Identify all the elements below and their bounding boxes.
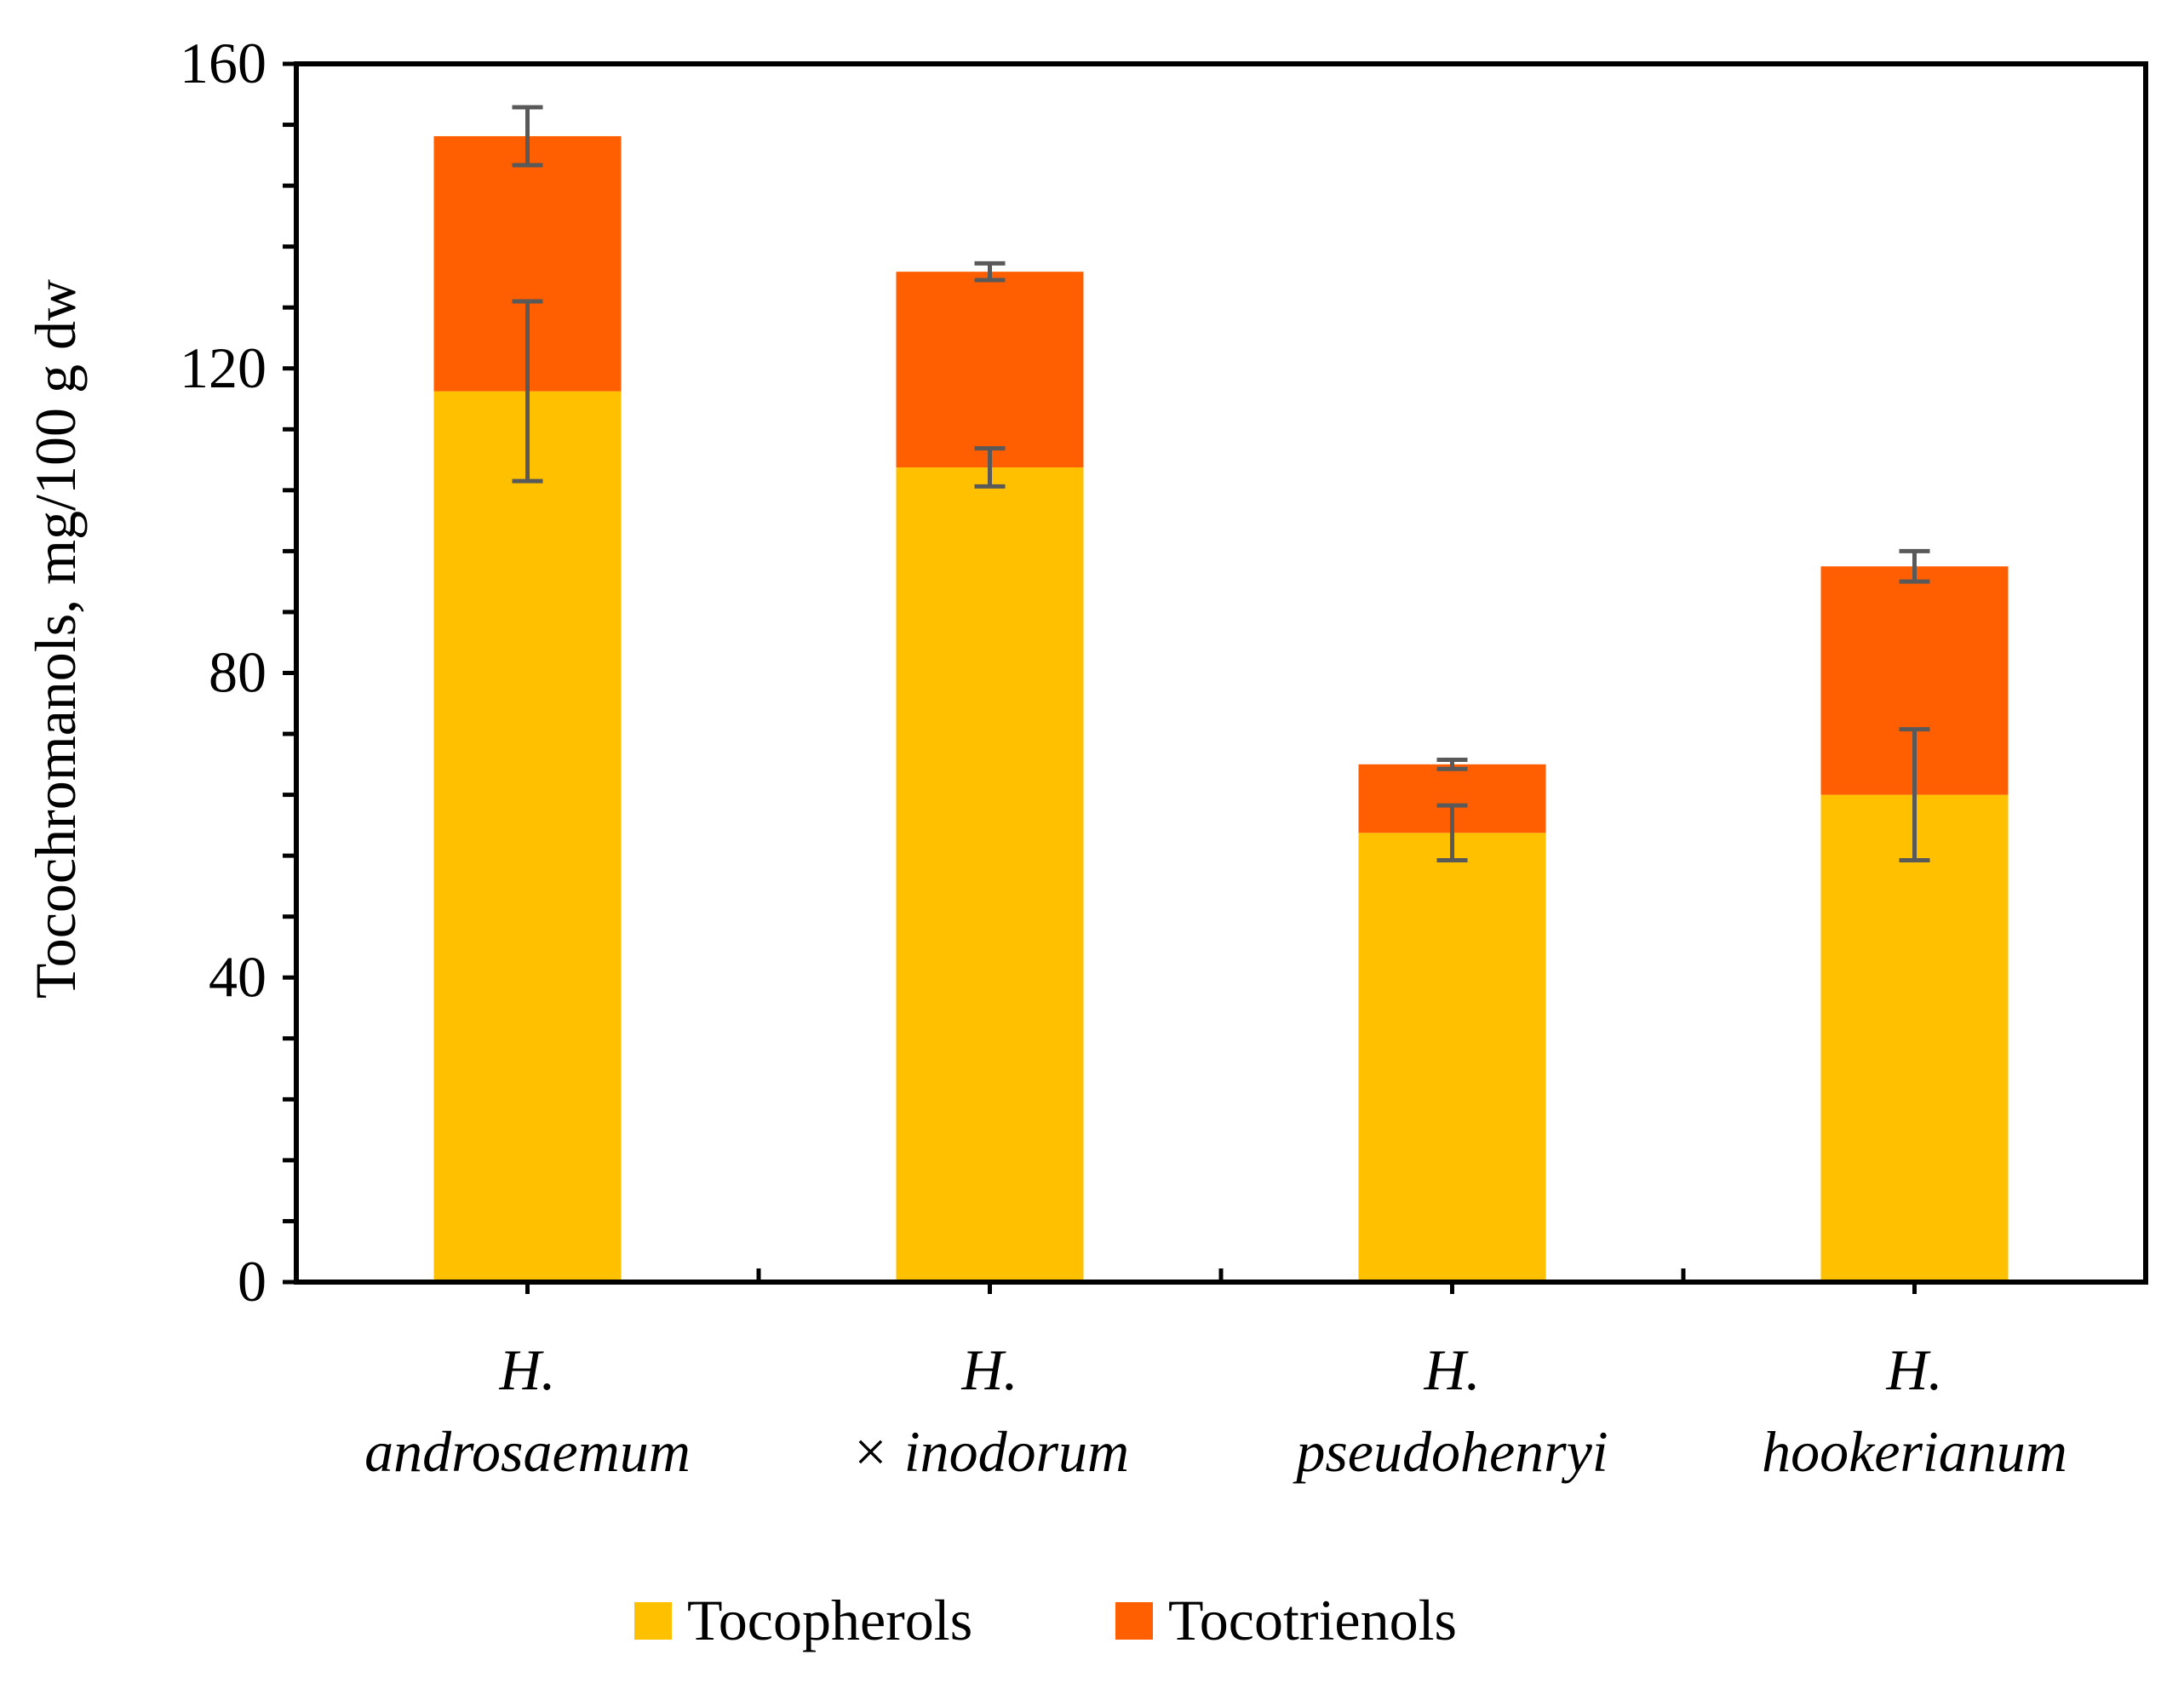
- bar-tocopherols-0: [433, 391, 622, 1282]
- category-label-2: H. pseudohenryi: [1293, 1337, 1608, 1484]
- error-bar-tocopherols-2: [1436, 803, 1468, 863]
- category-label-line1: H.: [1423, 1337, 1480, 1402]
- bar-tocopherols-2: [1358, 833, 1546, 1282]
- legend: Tocopherols Tocotrienols: [634, 1588, 1457, 1652]
- error-bar-tocopherols-1: [974, 446, 1006, 489]
- y-tick-label: 40: [209, 944, 267, 1009]
- error-bar-tocotrienols-1: [974, 261, 1006, 283]
- y-tick-label: 80: [209, 640, 267, 705]
- error-bars-layer: [512, 105, 1930, 863]
- y-tick-labels: 0 40 80 120 160: [180, 31, 267, 1314]
- bar-tocotrienols-1: [896, 272, 1084, 468]
- category-label-0: H. androsaemum: [364, 1337, 691, 1484]
- category-label-line1: H.: [1885, 1337, 1942, 1402]
- error-bar-tocopherols-3: [1899, 727, 1930, 863]
- category-label-line2: × inodorum: [851, 1419, 1129, 1484]
- y-axis-title: Tocochromanols, mg/100 g dw: [23, 279, 88, 999]
- category-label-line2: pseudohenryi: [1293, 1419, 1608, 1484]
- category-label-1: H. × inodorum: [851, 1337, 1129, 1484]
- legend-swatch: [1115, 1602, 1153, 1640]
- category-label-line2: hookerianum: [1762, 1419, 2067, 1484]
- category-label-line1: H.: [960, 1337, 1017, 1402]
- legend-label: Tocopherols: [687, 1588, 972, 1652]
- error-bar-tocopherols-0: [512, 299, 543, 484]
- bar-tocopherols-3: [1820, 794, 2009, 1282]
- category-label-line1: H.: [498, 1337, 555, 1402]
- category-label-3: H. hookerianum: [1762, 1337, 2067, 1484]
- error-bar-tocotrienols-3: [1899, 548, 1930, 584]
- legend-swatch: [634, 1602, 672, 1640]
- bars-layer: [433, 135, 2009, 1282]
- error-bar-tocotrienols-0: [512, 105, 543, 168]
- legend-label: Tocotrienols: [1168, 1588, 1457, 1652]
- error-bar-tocotrienols-2: [1436, 757, 1468, 771]
- legend-item-tocopherols: Tocopherols: [634, 1588, 972, 1652]
- y-tick-label: 160: [180, 31, 267, 95]
- legend-item-tocotrienols: Tocotrienols: [1115, 1588, 1457, 1652]
- y-tick-label: 120: [180, 335, 267, 400]
- y-tick-label: 0: [238, 1249, 267, 1314]
- category-label-line2: androsaemum: [364, 1419, 691, 1484]
- axis-ticks-layer: [283, 61, 2148, 1294]
- bar-tocopherols-1: [896, 467, 1084, 1282]
